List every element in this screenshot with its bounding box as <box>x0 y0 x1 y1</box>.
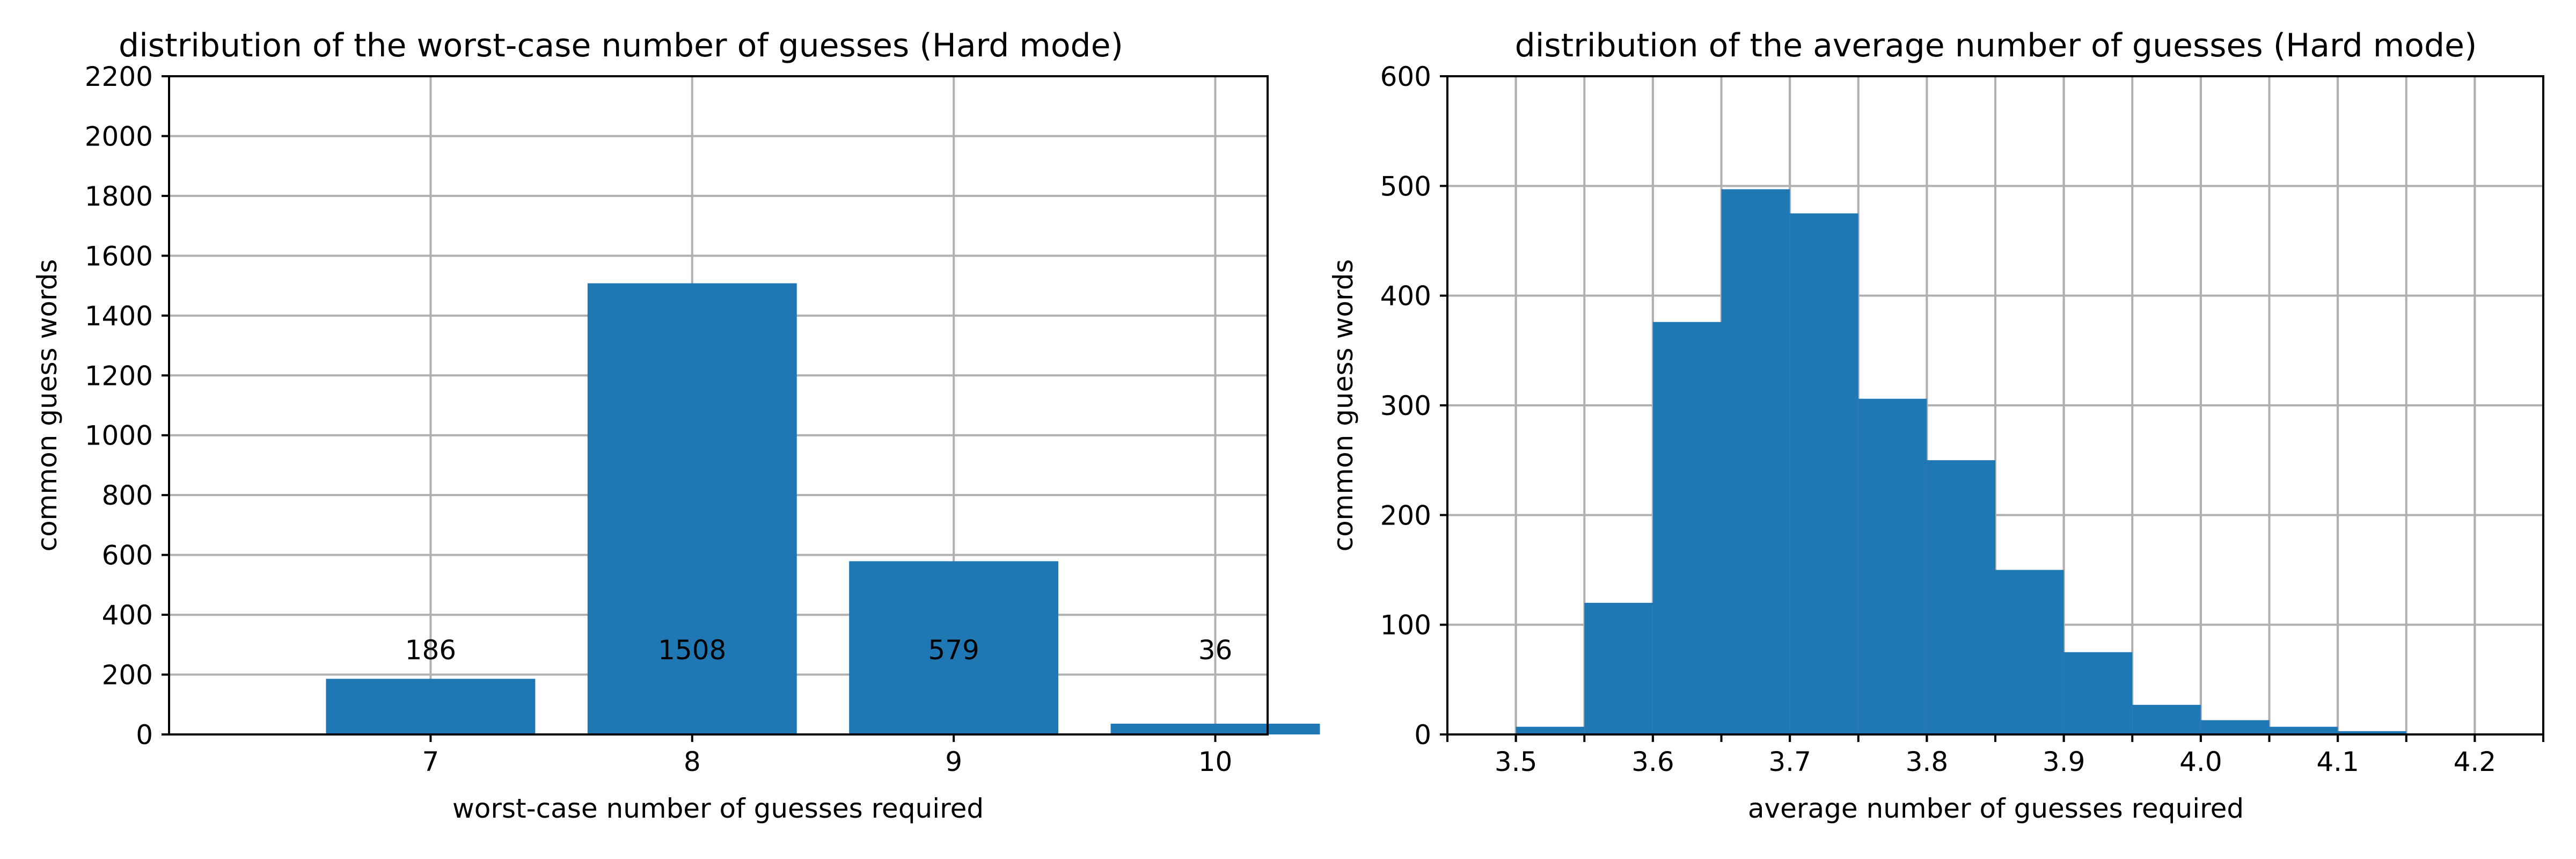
y-tick-label: 1600 <box>85 241 153 272</box>
x-tick-label: 3.8 <box>1906 746 1949 777</box>
histogram-bar <box>1927 460 1995 734</box>
histogram-bar <box>1584 602 1653 734</box>
y-tick-label: 100 <box>1380 610 1431 641</box>
data-label: 186 <box>405 635 456 666</box>
data-label: 36 <box>1198 635 1233 666</box>
x-tick-label: 4.1 <box>2316 746 2359 777</box>
y-axis-label: common guess words <box>1328 259 1359 552</box>
x-tick-label: 10 <box>1198 746 1233 777</box>
histogram-bar <box>2269 726 2338 734</box>
histogram-bar <box>1721 189 1790 734</box>
bars <box>326 283 1320 734</box>
x-axis-label: worst-case number of guesses required <box>452 793 984 824</box>
y-ticks: 0 100 200 300 400 500 600 <box>1380 61 1447 751</box>
data-labels: 186 1508 579 36 <box>405 635 1233 666</box>
histogram-bar <box>1858 398 1927 734</box>
histogram-bar <box>2063 652 2133 734</box>
x-tick-label: 9 <box>945 746 962 777</box>
histogram-bar <box>1790 213 1858 735</box>
y-tick-label: 1400 <box>85 301 153 332</box>
histogram-bar <box>2132 704 2201 734</box>
y-tick-label: 300 <box>1380 390 1431 421</box>
y-tick-label: 500 <box>1380 171 1431 202</box>
x-tick-label: 4.2 <box>2454 746 2497 777</box>
chart-title: distribution of the average number of gu… <box>1515 27 2477 64</box>
x-tick-label: 3.9 <box>2043 746 2085 777</box>
histogram-bar <box>2338 731 2406 734</box>
y-tick-label: 400 <box>102 600 153 631</box>
x-ticks: 7 8 9 10 <box>422 734 1232 777</box>
x-tick-label: 8 <box>684 746 701 777</box>
bar-7 <box>326 679 536 734</box>
x-tick-label: 4.0 <box>2179 746 2222 777</box>
x-tick-label: 3.6 <box>1631 746 1674 777</box>
data-label: 579 <box>928 635 979 666</box>
bar-8 <box>587 283 797 734</box>
y-tick-label: 200 <box>1380 500 1431 531</box>
y-tick-label: 0 <box>1414 719 1431 751</box>
y-ticks: 0 200 400 600 800 1000 1200 1400 1600 1800 2000 220… <box>85 61 169 751</box>
chart-title: distribution of the worst-case number of… <box>119 27 1123 64</box>
histogram-bar <box>1995 570 2064 734</box>
x-tick-label: 3.5 <box>1495 746 1538 777</box>
y-tick-label: 600 <box>1380 61 1431 92</box>
histogram-bar <box>1652 322 1722 734</box>
y-axis-label: common guess words <box>32 259 63 552</box>
y-tick-label: 600 <box>102 540 153 571</box>
y-tick-label: 0 <box>136 719 153 751</box>
x-tick-label: 3.7 <box>1768 746 1811 777</box>
y-tick-label: 2000 <box>85 121 153 152</box>
x-axis-label: average number of guesses required <box>1748 793 2244 824</box>
x-tick-label: 7 <box>422 746 439 777</box>
histogram-bars <box>1516 189 2543 735</box>
worst-case-chart: distribution of the worst-case number of… <box>32 27 1320 824</box>
y-tick-label: 800 <box>102 480 153 511</box>
y-tick-label: 1200 <box>85 360 153 391</box>
histogram-bar <box>1516 726 1585 734</box>
y-tick-label: 200 <box>102 660 153 691</box>
bar-9 <box>849 561 1059 734</box>
average-chart: distribution of the average number of gu… <box>1328 27 2544 824</box>
plot-frame <box>168 75 1269 736</box>
data-label: 1508 <box>658 635 726 666</box>
histogram-bar <box>2200 720 2270 734</box>
y-tick-label: 1000 <box>85 420 153 452</box>
y-tick-label: 400 <box>1380 281 1431 312</box>
y-tick-label: 2200 <box>85 61 153 92</box>
x-ticks: 3.5 3.6 3.7 3.8 3.9 4.0 4.1 4.2 <box>1446 734 2544 777</box>
bar-10 <box>1110 723 1320 734</box>
y-tick-label: 1800 <box>85 181 153 212</box>
